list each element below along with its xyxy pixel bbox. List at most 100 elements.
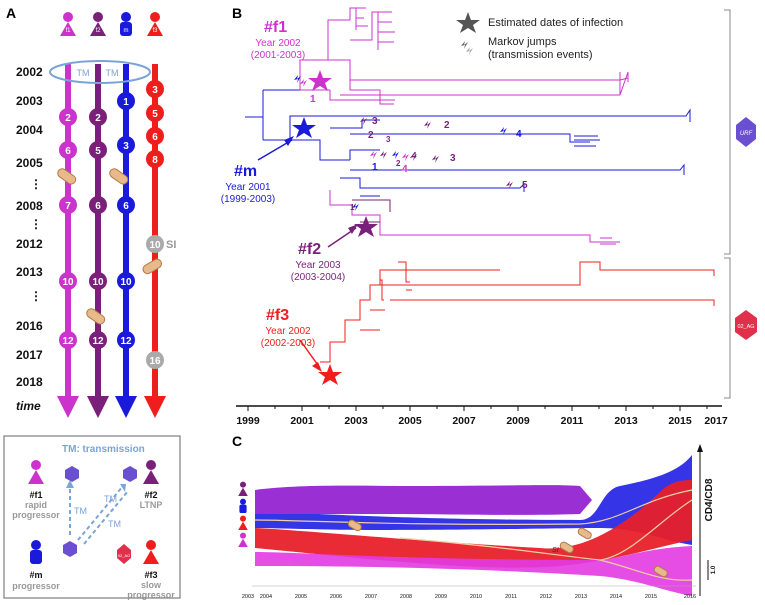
svg-text:5: 5 bbox=[522, 180, 528, 191]
svg-text:#f3: #f3 bbox=[266, 307, 289, 324]
sample-number: 3 bbox=[152, 85, 158, 96]
axis-year: 2013 bbox=[614, 415, 638, 427]
sample-number: 12 bbox=[120, 336, 132, 347]
axis-year: 2003 bbox=[344, 415, 368, 427]
infection-label-f3: #f3 Year 2002 (2002-2003) bbox=[261, 307, 315, 349]
svg-text:3: 3 bbox=[450, 153, 456, 164]
axis-year: 2017 bbox=[704, 415, 728, 427]
phylogenetic-tree bbox=[245, 7, 715, 363]
samples-f1: 2 6 7 10 12 bbox=[59, 108, 77, 349]
year-label: 2002 bbox=[16, 65, 43, 79]
year-label: 2013 bbox=[16, 265, 43, 279]
svg-text:1: 1 bbox=[310, 94, 316, 105]
svg-text:Markov jumps: Markov jumps bbox=[488, 36, 557, 48]
svg-text:#f3: #f3 bbox=[144, 570, 157, 580]
axis-year: 2001 bbox=[290, 415, 314, 427]
svg-text:Year 2002: Year 2002 bbox=[265, 326, 311, 337]
axis-year: 2009 bbox=[506, 415, 530, 427]
svg-text:#m: #m bbox=[234, 163, 257, 180]
infection-label-m: #m Year 2001 (1999-2003) bbox=[221, 163, 275, 205]
legend-patient-f3: #f3 slow progressor bbox=[127, 540, 175, 600]
transmission-arrows bbox=[69, 484, 129, 545]
svg-text:CD4/CD8: CD4/CD8 bbox=[704, 478, 715, 521]
arrowhead bbox=[312, 362, 322, 372]
patient-icon-f2: f2 bbox=[90, 12, 106, 36]
sample-number: 5 bbox=[95, 146, 101, 157]
axis-year: 2004 bbox=[260, 594, 272, 600]
urf-virus-icon: URF bbox=[736, 117, 756, 147]
svg-text:02_AG: 02_AG bbox=[737, 324, 754, 330]
legend-patient-f1: #f1 rapid progressor bbox=[12, 460, 60, 520]
year-label: 2012 bbox=[16, 237, 43, 251]
svg-text:2: 2 bbox=[368, 130, 374, 141]
crf-virus-icon: 02_AG bbox=[735, 310, 757, 340]
sample-number: 6 bbox=[65, 146, 71, 157]
panel-b-legend: Estimated dates of infection Markov jump… bbox=[456, 12, 623, 61]
sample-number: 10 bbox=[92, 277, 104, 288]
svg-text:3: 3 bbox=[386, 135, 391, 144]
axis-year: 2016 bbox=[684, 594, 696, 600]
sample-number: 8 bbox=[152, 155, 158, 166]
year-ellipsis: ⋮ bbox=[30, 289, 42, 303]
cd4-cd8-streams bbox=[254, 455, 693, 596]
svg-text:(transmission events): (transmission events) bbox=[488, 49, 593, 61]
year-ellipsis: ⋮ bbox=[30, 177, 42, 191]
svg-text:f3: f3 bbox=[152, 28, 158, 34]
pill-icon bbox=[109, 168, 129, 185]
year-label: 2018 bbox=[16, 375, 43, 389]
svg-text:#m: #m bbox=[29, 570, 42, 580]
year-label: 2008 bbox=[16, 199, 43, 213]
transmission-ellipse bbox=[49, 60, 151, 84]
svg-text:f2: f2 bbox=[95, 28, 101, 34]
samples-f3: 3 5 6 8 10 16 bbox=[146, 80, 164, 369]
sample-number: 6 bbox=[95, 201, 101, 212]
year-label: 2017 bbox=[16, 348, 43, 362]
panel-a-letter: A bbox=[6, 5, 16, 21]
sample-number: 1 bbox=[123, 97, 129, 108]
year-label: 2004 bbox=[16, 123, 43, 137]
arrowhead bbox=[348, 224, 358, 234]
axis-year: 2005 bbox=[398, 415, 422, 427]
infection-star-f3 bbox=[318, 364, 342, 385]
svg-text:slow: slow bbox=[141, 580, 162, 590]
sample-number: 2 bbox=[95, 113, 101, 124]
svg-text:Year 2001: Year 2001 bbox=[225, 182, 271, 193]
panel-b-axis: 1999 2001 2003 2005 2007 2009 2011 2013 … bbox=[236, 405, 728, 427]
svg-text:#f2: #f2 bbox=[144, 490, 157, 500]
infection-label-f1: #f1 Year 2002 (2001-2003) bbox=[251, 19, 305, 61]
sample-number: 6 bbox=[152, 132, 158, 143]
panel-c-x-axis: 2003 2004 2005 2006 2007 2008 2009 2010 … bbox=[242, 585, 696, 600]
crf-virus-icon: 02_AG bbox=[117, 544, 131, 564]
tm-label-2: TM bbox=[106, 68, 119, 78]
pill-icon bbox=[653, 565, 668, 578]
infection-label-f2: #f2 Year 2003 (2003-2004) bbox=[291, 241, 345, 283]
pill-icon bbox=[142, 258, 163, 275]
svg-text:3: 3 bbox=[372, 116, 378, 127]
axis-year: 2011 bbox=[561, 415, 584, 427]
legend-patient-f2: #f2 LTNP bbox=[140, 460, 162, 510]
panel-b-letter: B bbox=[232, 5, 242, 21]
svg-text:1: 1 bbox=[350, 203, 355, 212]
axis-year: 2009 bbox=[435, 594, 447, 600]
svg-text:#f1: #f1 bbox=[264, 19, 287, 36]
svg-text:4: 4 bbox=[516, 129, 522, 140]
panel-c-letter: C bbox=[232, 433, 242, 449]
svg-text:1: 1 bbox=[372, 162, 378, 173]
markov-jumps: 1 3 2 4 2 3 4 1 5 1 2 3 4 bbox=[294, 75, 528, 212]
svg-text:Year 2003: Year 2003 bbox=[295, 260, 341, 271]
axis-year: 2007 bbox=[365, 594, 377, 600]
year-ellipsis: ⋮ bbox=[30, 217, 42, 231]
axis-year: 2014 bbox=[610, 594, 622, 600]
panel-c-patient-icons bbox=[238, 481, 248, 547]
svg-text:f1: f1 bbox=[65, 28, 71, 34]
axis-year: 2011 bbox=[505, 594, 517, 600]
arrowhead bbox=[66, 480, 74, 488]
tm-label: TM bbox=[104, 494, 117, 504]
panel-a-year-labels: 2002 2003 2004 2005 ⋮ 2008 ⋮ 2012 2013 ⋮… bbox=[16, 65, 43, 413]
legend-title: TM: transmission bbox=[62, 444, 145, 455]
pill-icon bbox=[57, 168, 77, 185]
svg-text:progressor: progressor bbox=[12, 510, 60, 520]
axis-year: 2007 bbox=[452, 415, 476, 427]
svg-text:(2003-2004): (2003-2004) bbox=[291, 272, 345, 283]
